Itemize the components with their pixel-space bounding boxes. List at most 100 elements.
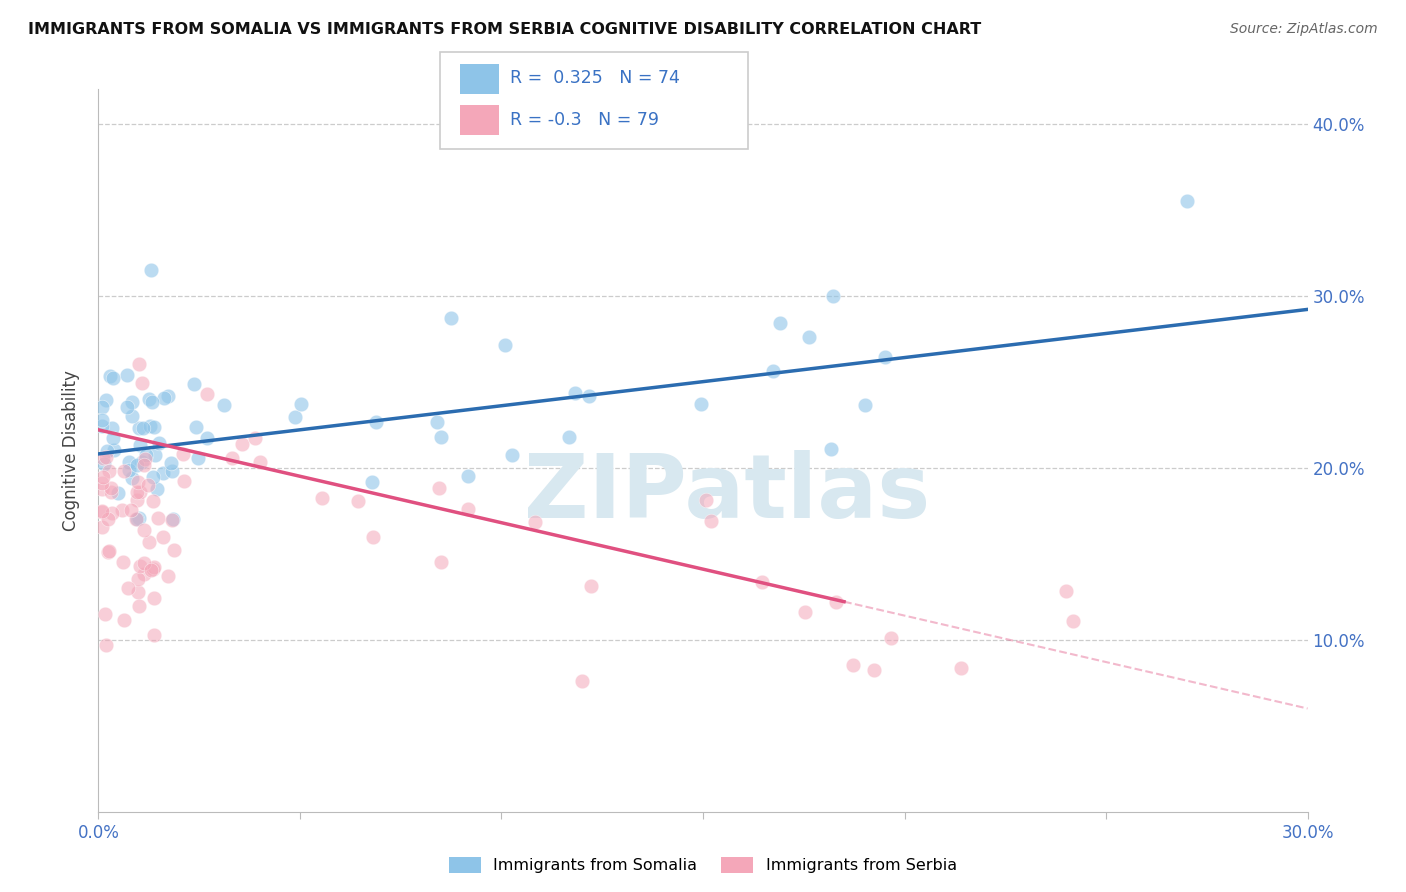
Point [249,455,271,469]
Point [120,502,142,516]
Point [110,503,132,517]
Point [162,512,184,526]
Point [457,469,479,483]
Point [578,389,600,403]
Point [146,483,169,497]
Point [146,510,169,524]
Point [129,484,152,499]
Text: ZIPatlas: ZIPatlas [524,450,931,537]
Point [173,475,195,489]
Point [100,507,122,521]
Point [132,523,155,537]
Point [91,476,114,491]
Point [156,569,179,583]
Point [91,419,114,434]
Point [842,658,865,673]
Point [880,632,903,646]
Point [128,510,150,524]
Point [195,431,218,445]
Point [127,584,149,599]
Point [361,530,384,544]
Point [494,338,516,352]
Point [135,448,157,462]
Point [440,310,463,325]
Point [117,581,139,595]
Point [96,638,118,652]
Point [112,464,135,478]
Point [132,458,155,473]
Point [91,520,114,534]
Point [426,415,449,429]
Point [1062,614,1084,628]
Point [91,504,114,518]
Point [152,466,174,480]
Point [143,448,166,462]
Point [761,364,783,378]
Point [139,419,162,434]
Point [142,469,165,483]
Point [184,420,207,434]
Point [187,451,209,466]
Point [91,505,114,519]
Point [138,534,160,549]
Point [700,514,723,528]
Point [153,391,176,405]
Point [98,544,121,558]
Point [245,431,267,445]
Point [457,502,479,516]
Point [134,452,156,467]
Point [94,450,117,464]
Text: IMMIGRANTS FROM SOMALIA VS IMMIGRANTS FROM SERBIA COGNITIVE DISABILITY CORRELATI: IMMIGRANTS FROM SOMALIA VS IMMIGRANTS FR… [28,22,981,37]
Point [875,350,897,364]
Point [117,400,139,414]
Point [797,329,820,343]
Point [129,558,152,573]
Point [221,450,243,465]
Y-axis label: Cognitive Disability: Cognitive Disability [62,370,80,531]
Point [131,455,153,469]
Point [127,475,149,489]
Point [769,316,792,330]
Point [107,486,129,500]
Point [148,436,170,450]
Point [117,368,139,382]
Point [112,613,135,627]
Point [136,477,159,491]
Point [142,562,165,576]
Point [823,288,845,302]
Point [142,419,165,434]
Point [103,371,125,385]
Point [231,437,253,451]
Point [93,450,115,465]
Point [160,464,183,478]
Point [820,442,842,456]
Point [131,376,153,391]
Point [121,409,143,423]
Point [430,556,453,570]
Point [127,484,149,499]
Point [128,438,150,452]
Point [101,431,124,445]
Point [132,566,155,581]
Point [98,368,121,383]
Point [141,395,163,409]
Point [121,394,143,409]
Point [112,555,135,569]
Point [96,444,118,458]
Point [103,442,125,457]
Point [364,415,387,429]
Point [118,455,141,469]
Point [139,563,162,577]
Point [156,389,179,403]
Point [163,542,186,557]
Point [290,397,312,411]
Point [138,392,160,406]
Point [125,512,148,526]
Point [427,482,450,496]
Point [825,595,848,609]
Point [581,579,603,593]
Point [430,430,453,444]
Point [159,457,181,471]
Text: R = -0.3   N = 79: R = -0.3 N = 79 [510,111,659,128]
Point [855,398,877,412]
